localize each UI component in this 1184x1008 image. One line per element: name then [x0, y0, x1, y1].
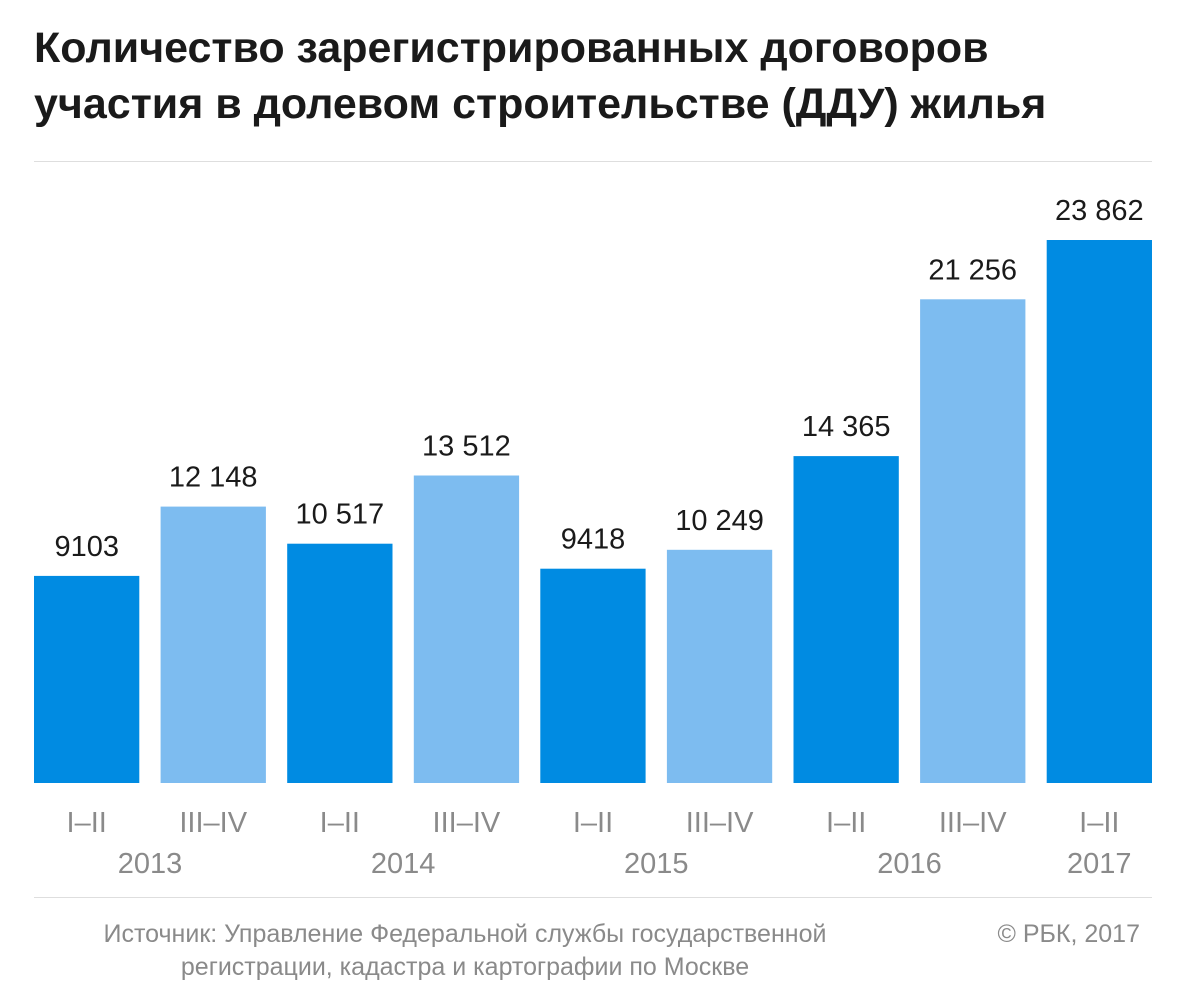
value-label-8: 23 862	[1055, 195, 1144, 227]
tick-label-year-2014: 2014	[371, 848, 436, 880]
tick-label-half-7: III–IV	[939, 807, 1007, 839]
chart-title-line-1: Количество зарегистрированных договоров	[34, 24, 989, 72]
source-note: Источник: Управление Федеральной службы …	[0, 918, 930, 984]
bar-6	[793, 456, 899, 783]
value-label-2: 10 517	[295, 499, 384, 531]
bar-0	[34, 575, 140, 783]
bar-chart: 9103 I–II 12 148 III–IV 10 517 I–II 13 512 III–…	[34, 195, 1152, 880]
tick-label-half-6: I–II	[826, 807, 866, 839]
bar-8	[1046, 240, 1152, 783]
bar-5	[666, 549, 773, 783]
value-label-7: 21 256	[928, 254, 1017, 286]
value-label-6: 14 365	[802, 411, 891, 443]
value-label-0: 9103	[54, 531, 119, 563]
bar-4	[540, 568, 646, 783]
tick-label-year-2015: 2015	[624, 848, 689, 880]
bar-1	[160, 506, 266, 783]
value-label-4: 9418	[561, 524, 626, 556]
tick-label-year-2013: 2013	[118, 848, 183, 880]
tick-label-half-5: III–IV	[686, 807, 754, 839]
tick-label-half-1: III–IV	[179, 807, 247, 839]
source-line-1: Источник: Управление Федеральной службы …	[103, 920, 827, 948]
bottom-divider	[34, 897, 1152, 898]
chart-title: Количество зарегистрированных договоров …	[34, 20, 1154, 132]
source-line-2: регистрации, кадастра и картографии по М…	[180, 953, 750, 981]
tick-label-year-2016: 2016	[877, 848, 942, 880]
chart-title-line-2: участия в долевом строительстве (ДДУ) жи…	[34, 80, 1047, 128]
tick-label-year-2017: 2017	[1067, 848, 1132, 880]
bar-7	[920, 299, 1026, 783]
tick-label-half-0: I–II	[67, 807, 107, 839]
value-label-5: 10 249	[675, 505, 764, 537]
top-divider	[34, 161, 1152, 162]
tick-label-half-4: I–II	[573, 807, 613, 839]
bar-2	[287, 543, 393, 783]
tick-label-half-8: I–II	[1079, 807, 1119, 839]
tick-label-half-2: I–II	[320, 807, 360, 839]
copyright: © РБК, 2017	[997, 920, 1140, 948]
value-label-1: 12 148	[169, 462, 258, 494]
bar-3	[413, 475, 520, 783]
value-label-3: 13 512	[422, 431, 511, 463]
tick-label-half-3: III–IV	[433, 807, 501, 839]
